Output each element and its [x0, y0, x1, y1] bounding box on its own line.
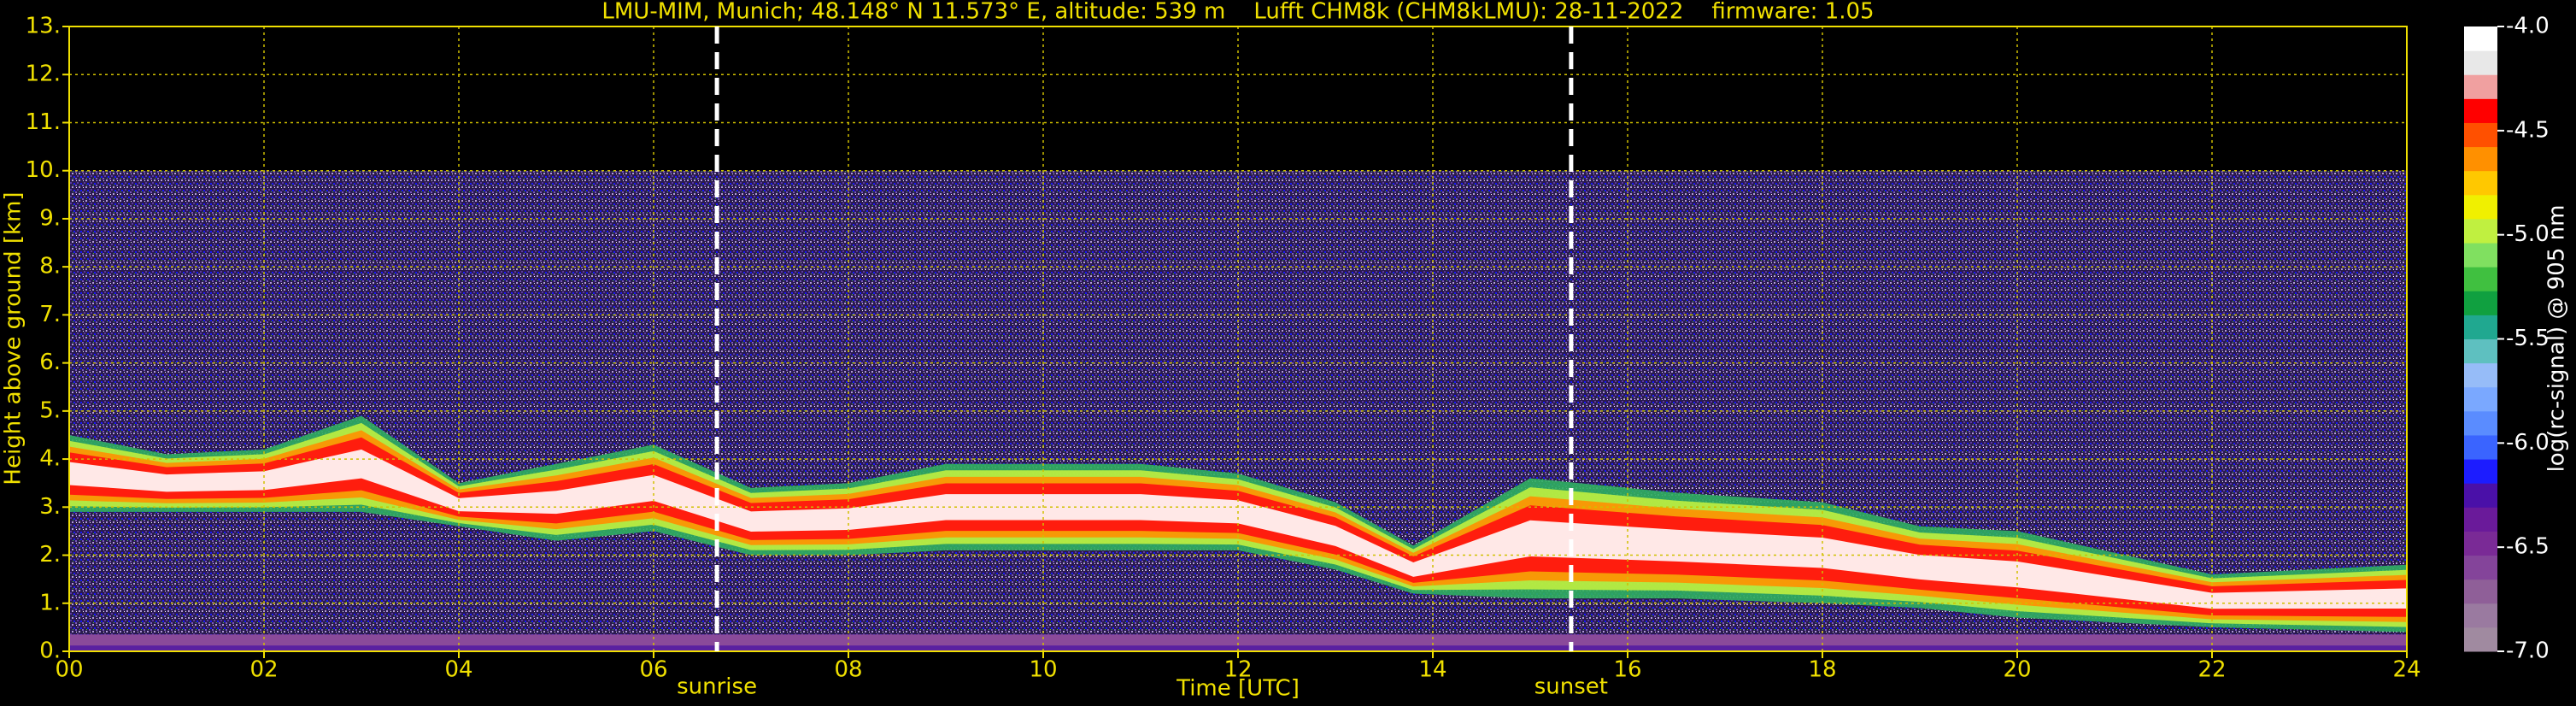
y-tick-label: 8.	[39, 254, 61, 279]
colorbar-segment	[2464, 362, 2497, 388]
plot-frame	[68, 26, 2408, 652]
colorbar-tick-label: -5.0	[2506, 221, 2550, 247]
event-label: sunset	[1534, 674, 1608, 700]
colorbar-segment	[2464, 218, 2497, 244]
colorbar-segment	[2464, 315, 2497, 339]
colorbar-segment	[2464, 483, 2497, 508]
colorbar-segment	[2464, 507, 2497, 532]
x-tick-label: 08	[834, 657, 862, 683]
x-tick-label: 12	[1223, 657, 1252, 683]
x-tick-label: 02	[249, 657, 278, 683]
y-tick-label: 0.	[39, 638, 61, 664]
x-tick-label: 00	[55, 657, 83, 683]
x-tick-label: 18	[1808, 657, 1836, 683]
y-axis-label: Height above ground [km]	[1, 191, 26, 485]
colorbar-tick-label: -6.5	[2506, 534, 2550, 560]
colorbar-segment	[2464, 555, 2497, 580]
colorbar-segment	[2464, 579, 2497, 604]
y-tick-label: 10.	[26, 157, 61, 183]
colorbar-tick-label: -5.5	[2506, 326, 2550, 351]
colorbar-segment	[2464, 410, 2497, 436]
y-tick-label: 4.	[39, 446, 61, 472]
colorbar-tick-label: -4.0	[2506, 14, 2550, 39]
colorbar-segment	[2464, 170, 2497, 196]
x-tick-label: 14	[1418, 657, 1446, 683]
surface-layer	[69, 645, 2407, 651]
x-tick-label: 24	[2392, 657, 2421, 683]
colorbar-segment	[2464, 531, 2497, 556]
colorbar-tick-label: -6.0	[2506, 430, 2550, 456]
colorbar-segment	[2464, 98, 2497, 123]
colorbar-segment	[2464, 603, 2497, 628]
colorbar-segment	[2464, 627, 2497, 652]
y-tick-label: 2.	[39, 542, 61, 568]
y-tick-label: 7.	[39, 302, 61, 327]
colorbar-label: log(rc-signal) @ 905 nm	[2544, 205, 2570, 473]
colorbar-segment	[2464, 122, 2497, 148]
colorbar-segment	[2464, 26, 2497, 51]
colorbar-tick-label: -7.0	[2506, 638, 2550, 664]
chart-title: LMU-MIM, Munich; 48.148° N 11.573° E, al…	[601, 0, 1874, 25]
x-axis-label: Time [UTC]	[1176, 676, 1300, 702]
y-tick-label: 11.	[26, 109, 61, 135]
colorbar-segment	[2464, 459, 2497, 484]
x-tick-label: 06	[639, 657, 667, 683]
colorbar-tick-label: -4.5	[2506, 117, 2550, 143]
colorbar-segment	[2464, 291, 2497, 315]
event-label: sunrise	[677, 674, 757, 700]
y-tick-label: 13.	[26, 14, 61, 39]
y-tick-label: 6.	[39, 350, 61, 375]
y-tick-label: 5.	[39, 397, 61, 423]
colorbar-segment	[2464, 434, 2497, 460]
x-tick-label: 10	[1029, 657, 1057, 683]
colorbar-segment	[2464, 386, 2497, 412]
x-tick-label: 20	[2003, 657, 2031, 683]
y-tick-label: 1.	[39, 590, 61, 615]
x-tick-label: 16	[1613, 657, 1641, 683]
colorbar-segment	[2464, 50, 2497, 75]
y-tick-label: 9.	[39, 205, 61, 231]
colorbar-segment	[2464, 146, 2497, 172]
x-tick-label: 04	[444, 657, 472, 683]
colorbar-segment	[2464, 338, 2497, 364]
y-tick-label: 3.	[39, 494, 61, 520]
x-tick-label: 22	[2198, 657, 2226, 683]
colorbar-segment	[2464, 267, 2497, 291]
colorbar-segment	[2464, 74, 2497, 99]
colorbar-segment	[2464, 243, 2497, 268]
colorbar-segment	[2464, 194, 2497, 220]
y-tick-label: 12.	[26, 62, 61, 87]
